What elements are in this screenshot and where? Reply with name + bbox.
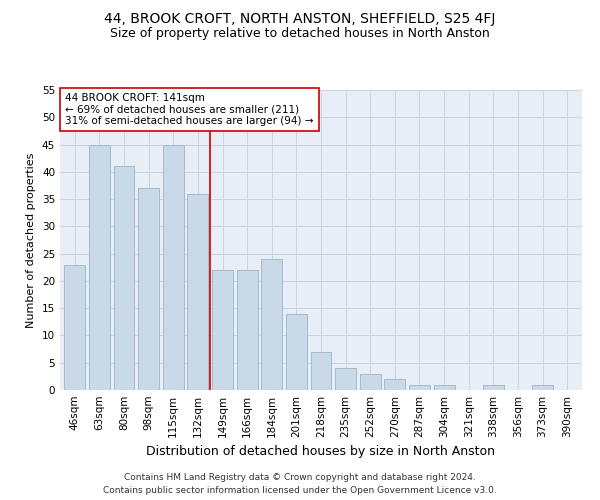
- Bar: [89, 144, 110, 390]
- Bar: [187, 194, 208, 390]
- Text: 44, BROOK CROFT, NORTH ANSTON, SHEFFIELD, S25 4FJ: 44, BROOK CROFT, NORTH ANSTON, SHEFFIELD…: [104, 12, 496, 26]
- X-axis label: Distribution of detached houses by size in North Anston: Distribution of detached houses by size …: [146, 446, 496, 458]
- Text: 44 BROOK CROFT: 141sqm
← 69% of detached houses are smaller (211)
31% of semi-de: 44 BROOK CROFT: 141sqm ← 69% of detached…: [65, 93, 314, 126]
- Bar: [286, 314, 307, 390]
- Bar: [483, 384, 504, 390]
- Bar: [113, 166, 134, 390]
- Bar: [163, 144, 184, 390]
- Text: Contains HM Land Registry data © Crown copyright and database right 2024.
Contai: Contains HM Land Registry data © Crown c…: [103, 474, 497, 495]
- Bar: [335, 368, 356, 390]
- Bar: [434, 384, 455, 390]
- Bar: [311, 352, 331, 390]
- Bar: [64, 264, 85, 390]
- Text: Size of property relative to detached houses in North Anston: Size of property relative to detached ho…: [110, 28, 490, 40]
- Bar: [409, 384, 430, 390]
- Bar: [138, 188, 159, 390]
- Bar: [385, 379, 406, 390]
- Y-axis label: Number of detached properties: Number of detached properties: [26, 152, 37, 328]
- Bar: [212, 270, 233, 390]
- Bar: [236, 270, 257, 390]
- Bar: [532, 384, 553, 390]
- Bar: [261, 259, 282, 390]
- Bar: [360, 374, 381, 390]
